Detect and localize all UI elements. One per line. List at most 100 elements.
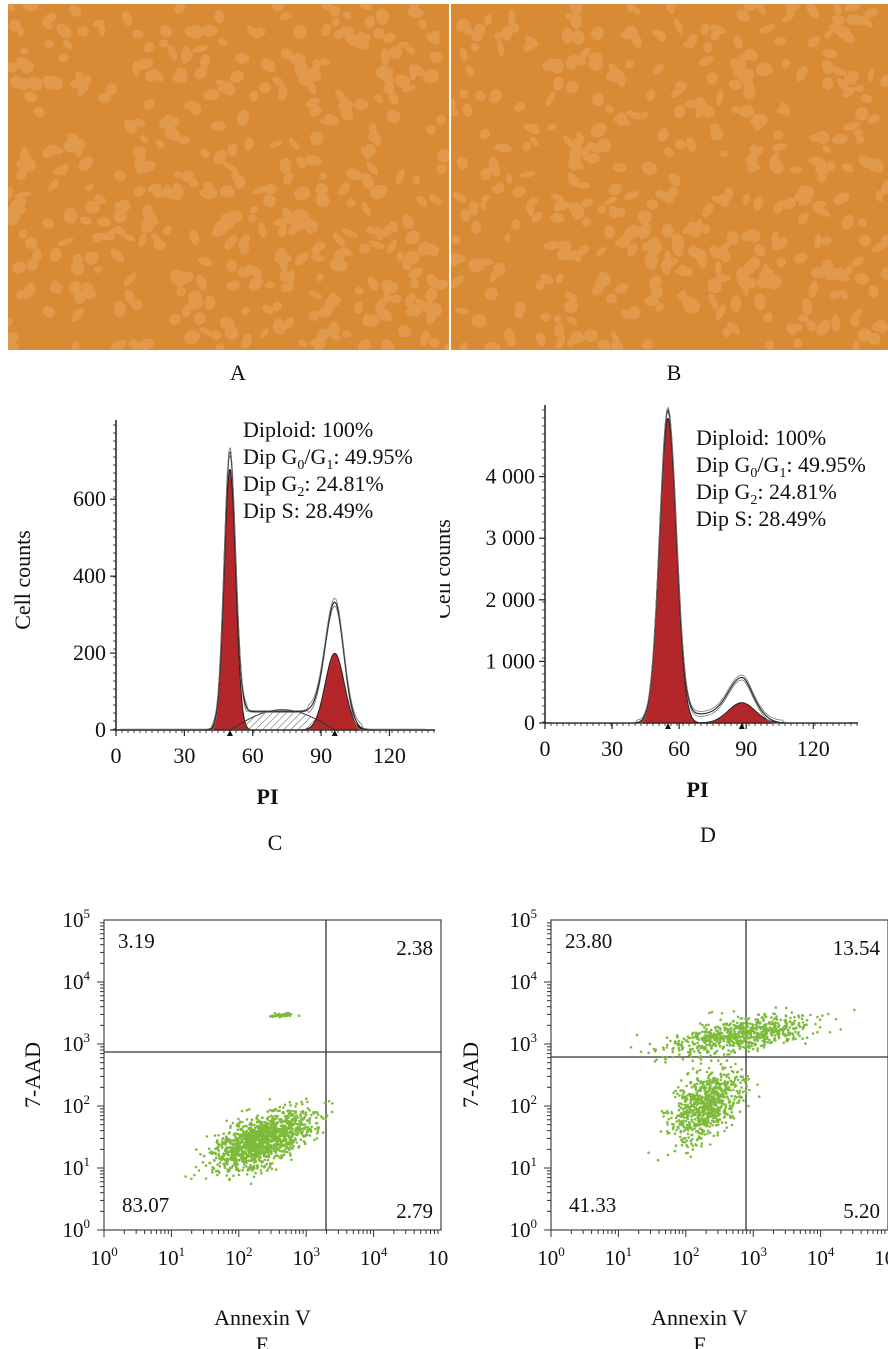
cell: [646, 199, 658, 210]
cell: [739, 105, 755, 118]
cell: [747, 257, 761, 270]
event-dot: [228, 1131, 231, 1134]
event-dot: [784, 1014, 788, 1017]
event-dot: [689, 1093, 693, 1096]
event-dot: [233, 1161, 236, 1164]
cell: [842, 86, 857, 98]
event-dot: [739, 1075, 743, 1078]
quadrant-lower-left-value: 41.33: [569, 1193, 616, 1217]
cell: [826, 160, 836, 172]
event-dot: [714, 1085, 718, 1089]
event-dot: [308, 1119, 311, 1122]
cell: [434, 279, 449, 290]
cell: [164, 127, 181, 142]
event-dot: [729, 1116, 733, 1120]
event-dot: [302, 1135, 306, 1138]
event-dot: [267, 1167, 270, 1170]
event-dot: [255, 1153, 259, 1157]
cell: [224, 234, 238, 250]
event-dot: [741, 1025, 744, 1028]
cell: [756, 276, 771, 289]
cell: [839, 289, 849, 300]
cell: [489, 88, 502, 104]
tick-base: 10: [510, 1032, 531, 1056]
event-dot: [249, 1129, 253, 1133]
event-dot: [697, 1089, 700, 1093]
cell: [758, 269, 774, 279]
event-dot: [724, 1088, 728, 1091]
event-dot: [827, 1012, 830, 1016]
cell: [320, 57, 330, 67]
event-dot: [764, 1015, 767, 1018]
event-dot: [708, 1098, 711, 1102]
event-dot: [289, 1146, 292, 1149]
cell: [328, 292, 338, 305]
event-dot: [242, 1143, 246, 1147]
cell: [564, 13, 581, 22]
event-dot: [706, 1132, 709, 1135]
cell: [781, 12, 795, 23]
cell: [110, 249, 125, 263]
event-dot: [295, 1114, 298, 1117]
y-tick-label: 101: [63, 1154, 91, 1180]
event-dot: [684, 1119, 688, 1123]
event-dot: [237, 1125, 240, 1128]
event-dot: [677, 1042, 681, 1046]
cell: [674, 269, 692, 276]
cell: [309, 105, 322, 117]
cell: [748, 278, 757, 288]
event-dot: [735, 1089, 739, 1093]
event-dot: [253, 1126, 257, 1129]
event-dot: [685, 1139, 688, 1142]
cell: [565, 81, 579, 94]
micrograph-a-image: [8, 4, 449, 350]
cell: [282, 207, 294, 220]
tick-exponent: 4: [84, 968, 91, 983]
event-dot: [735, 1041, 739, 1045]
event-dot: [239, 1134, 243, 1138]
event-dot: [716, 1106, 720, 1109]
event-dot: [270, 1135, 273, 1138]
event-dot: [248, 1150, 252, 1154]
event-dot: [204, 1177, 208, 1180]
event-dot: [677, 1049, 681, 1052]
event-dot: [699, 1089, 702, 1092]
event-dot: [284, 1142, 288, 1146]
cell: [236, 110, 249, 126]
cell: [134, 186, 146, 197]
event-dot: [700, 1132, 704, 1135]
cell: [573, 156, 584, 171]
event-dot: [756, 1019, 760, 1023]
event-dot: [193, 1173, 196, 1177]
cell: [143, 41, 155, 53]
cell: [341, 228, 358, 238]
y-tick-label: 0: [524, 710, 535, 735]
cell: [620, 309, 633, 320]
cell: [375, 67, 390, 81]
event-dot: [697, 1079, 700, 1082]
event-dot: [801, 1026, 805, 1029]
event-dot: [723, 1026, 726, 1029]
cell: [586, 142, 604, 153]
event-dot: [773, 1025, 776, 1028]
event-dot: [226, 1159, 230, 1163]
event-dot: [714, 1097, 718, 1101]
event-dot: [712, 1134, 716, 1138]
event-dot: [729, 1065, 733, 1069]
event-dot: [653, 1060, 657, 1063]
cell: [383, 82, 395, 94]
y-tick-label: 1 000: [486, 648, 536, 673]
event-dot: [706, 1113, 709, 1116]
event-dot: [689, 1139, 693, 1143]
x-tick-label: 104: [807, 1244, 835, 1270]
cell: [201, 25, 218, 37]
event-dot: [264, 1137, 267, 1141]
event-dot: [297, 1144, 301, 1148]
event-dot: [828, 1031, 832, 1034]
event-dot: [677, 1039, 681, 1043]
cell: [857, 328, 872, 343]
event-dot: [793, 1019, 796, 1023]
cell: [816, 319, 831, 337]
cell: [742, 193, 750, 206]
event-dot: [722, 1034, 726, 1038]
